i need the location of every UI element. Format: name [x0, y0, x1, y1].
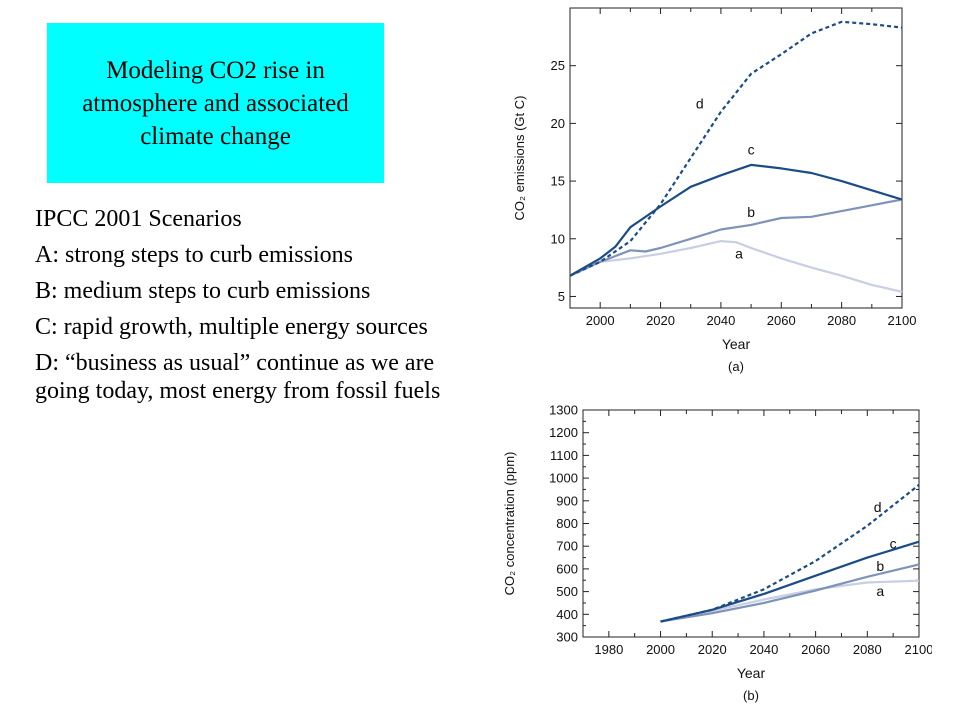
series-line-b: [569, 198, 903, 277]
y-tick-label: 20: [551, 116, 565, 131]
y-tick-label: 300: [556, 630, 578, 645]
x-tick-label: 2100: [888, 313, 917, 328]
plot-frame: [569, 7, 903, 309]
scenarios-heading: IPCC 2001 Scenarios: [35, 206, 242, 232]
y-tick-label: 25: [551, 58, 565, 73]
panel-label: (b): [743, 688, 759, 703]
x-tick-label: 2000: [586, 313, 615, 328]
x-tick-label: 2020: [698, 642, 727, 657]
series-label-b: b: [876, 558, 884, 574]
x-tick-label: 2080: [853, 642, 882, 657]
y-tick-label: 10: [551, 231, 565, 246]
x-tick-label: 2040: [706, 313, 735, 328]
y-tick-label: 1300: [549, 403, 578, 418]
x-tick-label: 2060: [801, 642, 830, 657]
y-tick-label: 1100: [550, 448, 578, 463]
series-label-c: c: [748, 142, 755, 158]
y-tick-label: 900: [556, 493, 578, 508]
slide-title: Modeling CO2 rise in atmosphere and asso…: [82, 56, 349, 150]
series-label-d: d: [874, 499, 882, 515]
series-label-c: c: [890, 535, 897, 551]
scenario-a-text: A: strong steps to curb emissions: [35, 242, 353, 268]
x-tick-label: 2060: [767, 313, 796, 328]
y-axis-label: CO₂ emissions (Gt C): [512, 96, 527, 221]
y-tick-label: 1000: [549, 471, 578, 486]
x-axis-label: Year: [722, 336, 751, 352]
series-line-d: [569, 20, 903, 277]
slide-title-box: Modeling CO2 rise in atmosphere and asso…: [47, 23, 384, 183]
y-tick-label: 500: [556, 584, 578, 599]
emissions-chart: 2000 2020 2040 2060 2080 2100 5 10 15 20 25 d c b a Yea…: [512, 7, 917, 374]
x-tick-label: 2080: [827, 313, 856, 328]
panel-label: (a): [728, 359, 744, 374]
scenario-d-text: D: “business as usual” continue as we ar…: [35, 350, 441, 404]
series-label-d: d: [696, 95, 704, 111]
x-tick-label: 2000: [646, 642, 675, 657]
series-line-a: [569, 240, 903, 293]
y-tick-label: 800: [556, 516, 578, 531]
scenario-c-text: C: rapid growth, multiple energy sources: [35, 314, 428, 340]
x-tick-label: 2020: [646, 313, 675, 328]
y-tick-label: 700: [556, 539, 578, 554]
y-tick-label: 400: [556, 607, 578, 622]
y-tick-label: 15: [551, 174, 565, 189]
series-line-b: [660, 563, 920, 623]
concentration-chart: 1980 2000 2020 2040 2060 2080 2100 300 400 500 600…: [502, 403, 932, 704]
series-line-d: [660, 484, 920, 623]
y-tick-label: 5: [558, 289, 565, 304]
x-axis-label: Year: [737, 665, 766, 681]
series-label-a: a: [735, 245, 743, 261]
x-tick-label: 2100: [905, 642, 932, 657]
scenario-text-block: IPCC 2001 Scenarios A: strong steps to c…: [35, 205, 445, 413]
y-tick-label: 1200: [549, 425, 578, 440]
series-line-c: [569, 163, 903, 277]
y-tick-label: 600: [556, 561, 578, 576]
x-tick-label: 1980: [594, 642, 623, 657]
scenario-b-text: B: medium steps to curb emissions: [35, 278, 371, 304]
series-label-b: b: [747, 204, 755, 220]
y-axis-label: CO₂ concentration (ppm): [502, 452, 517, 596]
series-label-a: a: [876, 583, 884, 599]
x-tick-label: 2040: [749, 642, 778, 657]
